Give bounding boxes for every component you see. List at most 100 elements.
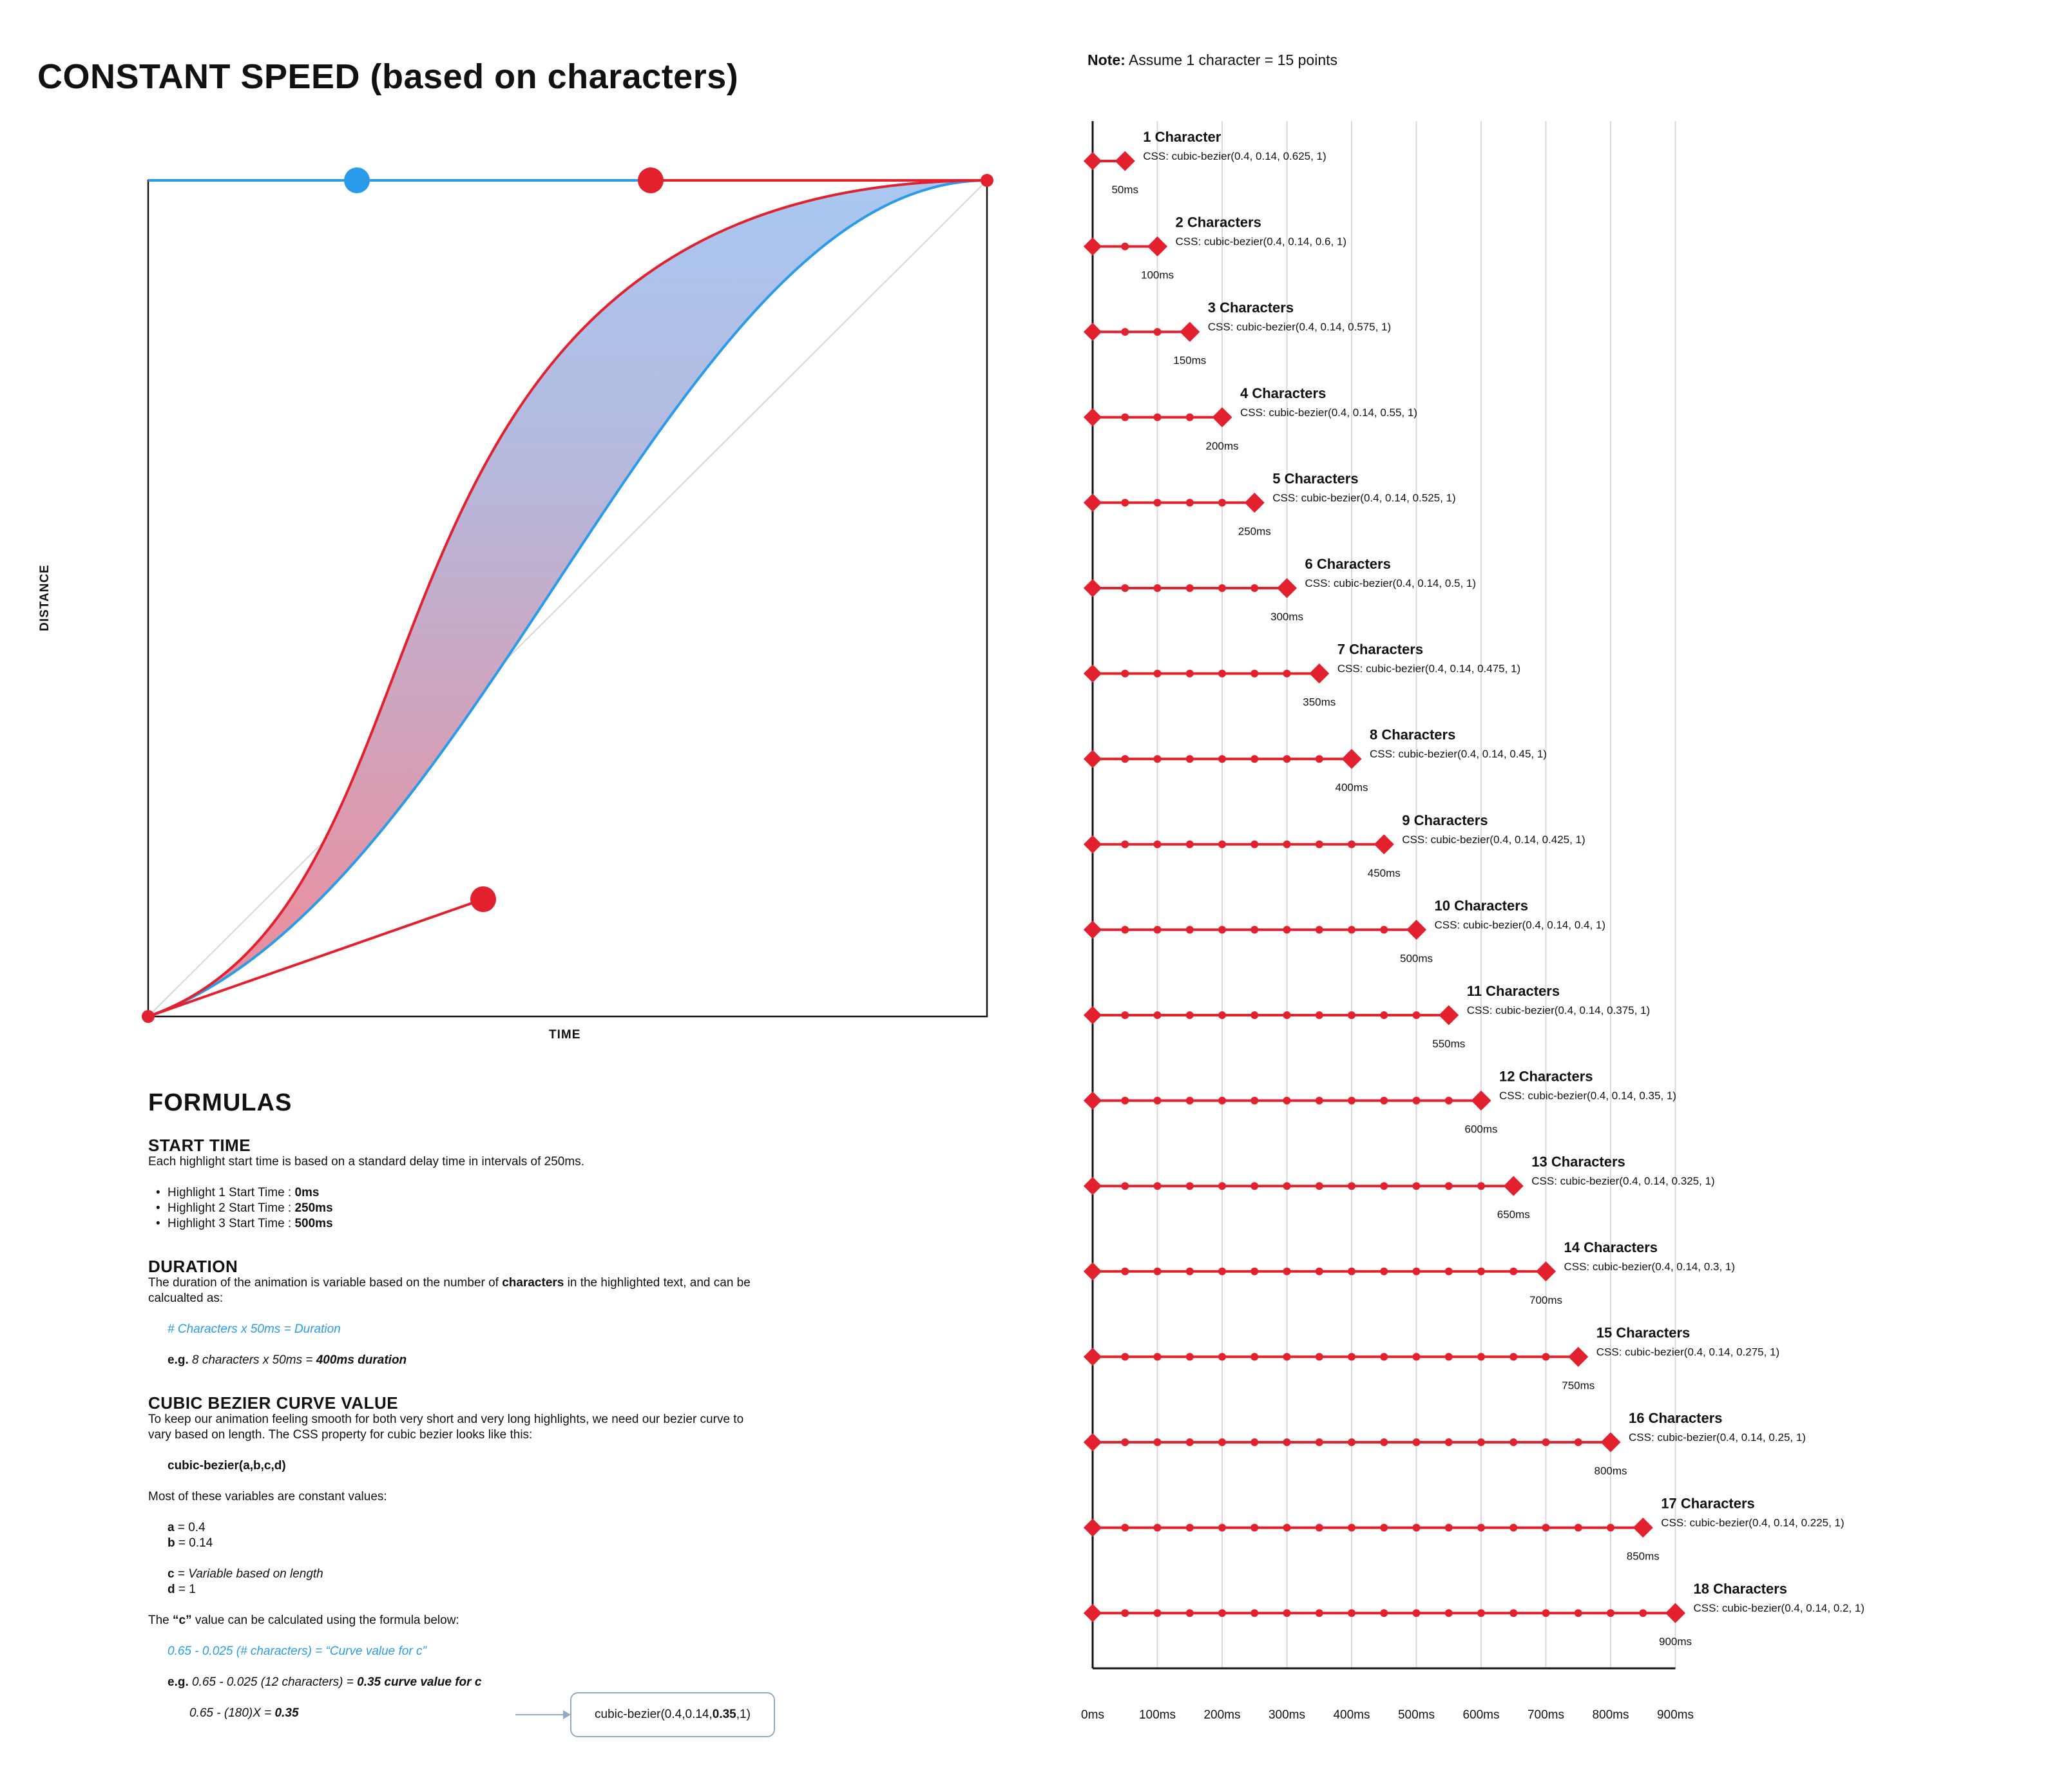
step-dot (1315, 840, 1323, 848)
row-label: 18 Characters (1694, 1581, 1788, 1597)
step-dot (1348, 1096, 1355, 1105)
arrow-right-icon (563, 1710, 571, 1719)
row-label: 12 Characters (1499, 1069, 1593, 1085)
end-diamond (1406, 919, 1427, 940)
step-dot (1348, 1609, 1355, 1617)
start-time-heading: START TIME (148, 1136, 251, 1155)
step-dot (1639, 1609, 1647, 1617)
constant-a: a = 0.4 (168, 1521, 206, 1534)
linear-reference-line (148, 180, 988, 1017)
row-css-value: CSS: cubic-bezier(0.4, 0.14, 0.55, 1) (1240, 406, 1417, 419)
step-dot (1380, 926, 1388, 934)
step-dot (1509, 1438, 1518, 1446)
step-dot (1121, 1182, 1129, 1190)
row-css-value: CSS: cubic-bezier(0.4, 0.14, 0.6, 1) (1176, 236, 1347, 248)
step-dot (1542, 1523, 1550, 1532)
step-dot (1607, 1523, 1614, 1532)
blue-end-control-point[interactable] (344, 167, 370, 193)
row-label: 1 Character (1143, 129, 1221, 145)
row-duration-label: 600ms (1464, 1123, 1497, 1136)
example-arrow-line (515, 1714, 567, 1715)
step-dot (1153, 1609, 1162, 1617)
row-css-value: CSS: cubic-bezier(0.4, 0.14, 0.2, 1) (1694, 1602, 1865, 1614)
step-dot (1121, 242, 1129, 251)
axis-tick-label: 400ms (1333, 1708, 1370, 1722)
step-dot (1283, 1267, 1291, 1275)
step-dot (1185, 499, 1194, 507)
step-dot (1153, 1096, 1162, 1105)
row-duration-label: 200ms (1205, 440, 1238, 452)
step-dot (1185, 1267, 1194, 1275)
step-dot (1574, 1523, 1582, 1532)
step-dot (1444, 1267, 1453, 1275)
bezier-code: cubic-bezier(a,b,c,d) (168, 1459, 286, 1473)
step-dot (1121, 755, 1129, 763)
step-dot (1315, 1182, 1323, 1190)
step-dot (1218, 1609, 1226, 1617)
step-dot (1380, 1011, 1388, 1019)
step-dot (1153, 328, 1162, 336)
step-dot (1542, 1438, 1550, 1446)
end-diamond (1244, 492, 1265, 513)
step-dot (1121, 584, 1129, 592)
red-start-handle-line (148, 898, 484, 1018)
step-dot (1315, 1609, 1323, 1617)
row-css-value: CSS: cubic-bezier(0.4, 0.14, 0.275, 1) (1596, 1346, 1779, 1358)
step-dot (1477, 1353, 1485, 1361)
row-css-value: CSS: cubic-bezier(0.4, 0.14, 0.45, 1) (1370, 748, 1547, 760)
step-dot (1348, 1182, 1355, 1190)
step-dot (1185, 1609, 1194, 1617)
row-label: 16 Characters (1629, 1410, 1723, 1426)
row-css-value: CSS: cubic-bezier(0.4, 0.14, 0.325, 1) (1531, 1175, 1714, 1187)
row-css-value: CSS: cubic-bezier(0.4, 0.14, 0.375, 1) (1467, 1004, 1650, 1016)
row-duration-label: 900ms (1659, 1635, 1692, 1648)
end-diamond (1115, 151, 1135, 171)
step-dot (1477, 1267, 1485, 1275)
row-label: 13 Characters (1531, 1154, 1625, 1170)
start-time-list: Highlight 1 Start Time : 0ms Highlight 2… (148, 1185, 792, 1232)
axis-tick-label: 200ms (1203, 1708, 1240, 1722)
bezier-result-box: cubic-bezier(0.4,0.14, 0.35,1) (570, 1692, 775, 1737)
step-dot (1250, 840, 1259, 848)
step-dot (1380, 1353, 1388, 1361)
start-diamond (1083, 1518, 1102, 1537)
step-dot (1444, 1438, 1453, 1446)
row-css-value: CSS: cubic-bezier(0.4, 0.14, 0.225, 1) (1661, 1517, 1844, 1529)
row-duration-label: 700ms (1529, 1294, 1562, 1306)
step-dot (1380, 1438, 1388, 1446)
red-bezier-curve (148, 179, 988, 1018)
step-dot (1380, 1096, 1388, 1105)
curve-difference-band (148, 180, 987, 1016)
step-dot (1153, 1438, 1162, 1446)
duration-description: The duration of the animation is variabl… (148, 1276, 751, 1305)
step-dot (1153, 1353, 1162, 1361)
row-duration-label: 50ms (1111, 184, 1138, 196)
axis-tick-label: 700ms (1528, 1708, 1564, 1722)
start-diamond (1083, 1604, 1102, 1623)
c-formula: 0.65 - 0.025 (# characters) = “Curve val… (168, 1644, 426, 1658)
step-dot (1574, 1438, 1582, 1446)
step-dot (1315, 1523, 1323, 1532)
c-inverse: 0.65 - (180)X = 0.35 (189, 1706, 299, 1720)
step-dot (1348, 840, 1355, 848)
step-dot (1121, 1523, 1129, 1532)
row-duration-label: 250ms (1238, 525, 1271, 537)
step-dot (1444, 1182, 1453, 1190)
step-dot (1185, 1523, 1194, 1532)
red-start-control-point[interactable] (470, 886, 496, 912)
step-dot (1185, 1182, 1194, 1190)
step-dot (1348, 1011, 1355, 1019)
row-label: 15 Characters (1596, 1324, 1691, 1340)
start-diamond (1083, 835, 1102, 853)
end-diamond (1180, 321, 1200, 342)
step-dot (1121, 1011, 1129, 1019)
step-dot (1477, 1438, 1485, 1446)
start-diamond (1083, 578, 1102, 598)
step-dot (1283, 926, 1291, 934)
step-dot (1412, 1182, 1421, 1190)
row-css-value: CSS: cubic-bezier(0.4, 0.14, 0.525, 1) (1272, 491, 1455, 504)
step-dot (1185, 926, 1194, 934)
start-diamond (1083, 1091, 1102, 1110)
step-dot (1412, 1438, 1421, 1446)
red-end-control-point[interactable] (638, 167, 664, 193)
